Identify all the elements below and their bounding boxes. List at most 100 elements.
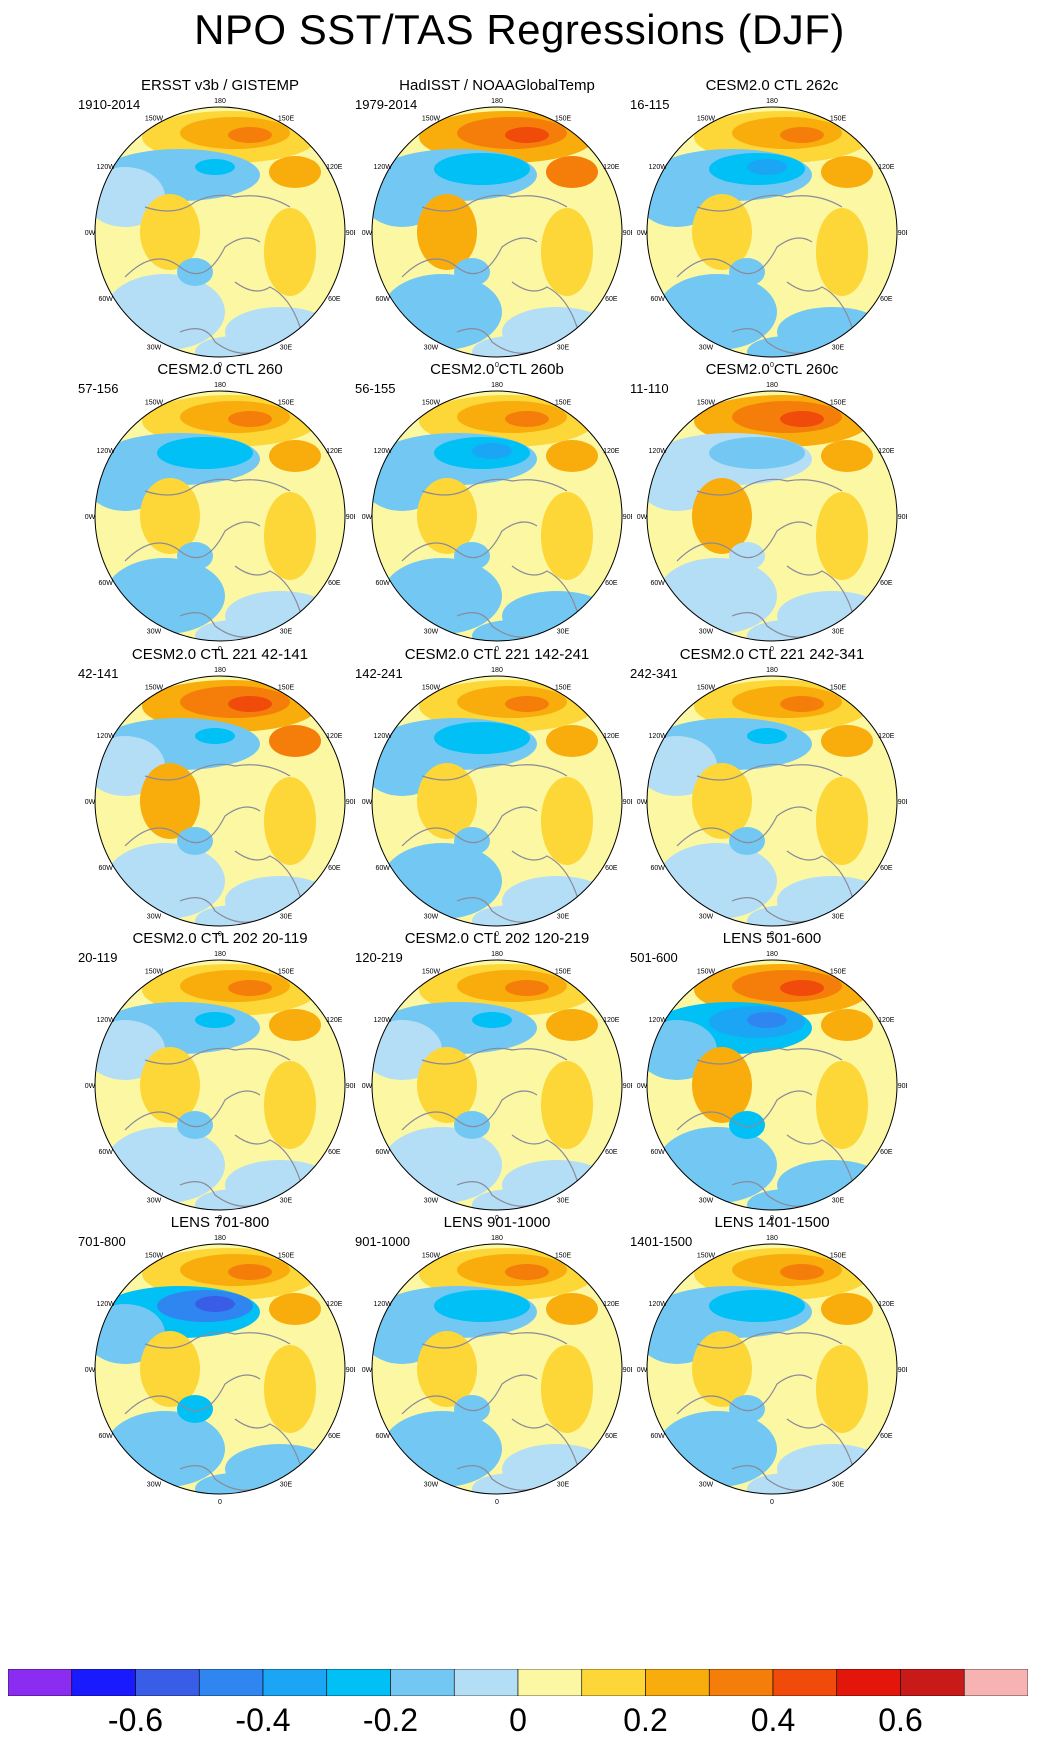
longitude-label: 60E — [605, 1433, 618, 1440]
longitude-label: 30E — [557, 1197, 570, 1204]
panel-period: 56-155 — [355, 381, 396, 396]
polar-map: 180 150E 120E 90E 60E 30E 0 30W 60W 90W 120W 150W — [362, 97, 632, 367]
colorbar-swatch — [262, 1669, 328, 1696]
longitude-label: 150E — [278, 1253, 295, 1260]
longitude-label: 60E — [605, 865, 618, 872]
panel-period: 16-115 — [630, 97, 670, 112]
coastline — [731, 1181, 808, 1207]
longitude-label: 150W — [422, 969, 441, 976]
labrador-cold — [454, 258, 490, 286]
labrador-cold — [729, 1395, 765, 1423]
longitude-label: 30W — [699, 913, 714, 920]
longitude-label: 60E — [605, 296, 618, 303]
pacific-cold-peak — [195, 443, 235, 459]
longitude-label: 150E — [830, 969, 847, 976]
pacific-cold-peak — [195, 728, 235, 744]
longitude-label: 90E — [346, 799, 355, 806]
eurasia-warm — [541, 208, 593, 296]
north-america-warm — [140, 1047, 200, 1123]
coastline — [144, 1047, 291, 1065]
atlantic-cold — [382, 1411, 502, 1487]
longitude-label: 30W — [147, 628, 162, 635]
pacific-cold-peak — [195, 1296, 235, 1312]
map-border — [371, 106, 623, 358]
panel-period: 1910-2014 — [78, 97, 141, 112]
longitude-label: 30W — [147, 344, 162, 351]
colorbar-swatch — [645, 1669, 710, 1696]
map-panel: CESM2.0 CTL 202 20-119 20-119 180 150E 120E 9… — [70, 930, 370, 1230]
longitude-label: 120E — [326, 164, 343, 171]
longitude-label: 30E — [280, 344, 293, 351]
colorbar-tick-label: -0.4 — [235, 1702, 291, 1738]
longitude-label: 90E — [898, 1083, 907, 1090]
panel-period: 1979-2014 — [355, 97, 418, 112]
siberia-warm — [269, 725, 321, 757]
coastline — [179, 612, 256, 638]
panel-title: LENS 1401-1500 — [714, 1214, 830, 1231]
longitude-label: 180 — [766, 667, 778, 674]
map-panel: CESM2.0 CTL 202 120-219 120-219 180 150E 120… — [347, 930, 647, 1230]
labrador-cold — [177, 827, 213, 855]
longitude-label: 60W — [98, 1149, 113, 1156]
colorbar-swatch — [708, 1669, 774, 1696]
atlantic-cold — [382, 274, 502, 350]
longitude-label: 0 — [218, 1215, 222, 1220]
coastline — [124, 1090, 261, 1131]
atlantic-cold — [105, 1411, 225, 1487]
map-border — [371, 959, 623, 1211]
map-border — [94, 390, 346, 642]
longitude-label: 30W — [699, 628, 714, 635]
longitude-label: 30E — [557, 628, 570, 635]
map-border — [94, 959, 346, 1211]
longitude-label: 0 — [495, 931, 499, 936]
labrador-cold — [729, 827, 765, 855]
siberia-warm — [821, 156, 873, 188]
longitude-label: 120W — [97, 1301, 116, 1308]
pacific-cold-peak — [747, 1012, 787, 1028]
longitude-label: 90E — [623, 514, 632, 521]
polar-map: 180 150E 120E 90E 60E 30E 0 30W 60W 90W 120W 150W — [85, 666, 355, 936]
longitude-label: 180 — [214, 951, 226, 958]
longitude-label: 90E — [898, 230, 907, 237]
longitude-label: 30W — [424, 1481, 439, 1488]
longitude-label: 150W — [697, 969, 716, 976]
atlantic-cold — [657, 1127, 777, 1203]
pacific-cold-peak — [472, 159, 512, 175]
longitude-label: 180 — [491, 951, 503, 958]
longitude-label: 150E — [830, 400, 847, 407]
map-border — [371, 390, 623, 642]
longitude-label: 150E — [830, 685, 847, 692]
atlantic-cold — [657, 1411, 777, 1487]
atlantic-cold — [382, 843, 502, 919]
pacific-warm-peak — [780, 1264, 824, 1280]
coastline — [731, 612, 808, 638]
longitude-label: 120W — [97, 733, 116, 740]
pacific-warm-peak — [228, 980, 272, 996]
map-panel: LENS 1401-1500 1401-1500 180 150E 120E 90E 60E… — [622, 1214, 922, 1514]
map-border — [646, 1243, 898, 1495]
longitude-label: 0 — [218, 1499, 222, 1504]
longitude-label: 150E — [555, 685, 572, 692]
panel-period: 142-241 — [355, 666, 403, 681]
siberia-warm — [821, 440, 873, 472]
map-panel: CESM2.0 CTL 260c 11-110 180 150E 120E 90E 60E 3… — [622, 361, 922, 661]
eurasia-warm — [264, 777, 316, 865]
longitude-label: 90E — [346, 1367, 355, 1374]
longitude-label: 150W — [697, 116, 716, 123]
eurasia-warm — [541, 1061, 593, 1149]
labrador-cold — [177, 542, 213, 570]
longitude-label: 150W — [422, 400, 441, 407]
longitude-label: 0 — [495, 362, 499, 367]
labrador-cold — [729, 1111, 765, 1139]
labrador-cold — [454, 827, 490, 855]
longitude-label: 120E — [878, 1301, 895, 1308]
north-america-warm — [692, 763, 752, 839]
labrador-cold — [177, 258, 213, 286]
coastline — [676, 237, 813, 278]
longitude-label: 60W — [98, 1433, 113, 1440]
coastline — [456, 897, 533, 923]
colorbar-tick-label: 0.2 — [623, 1702, 668, 1738]
longitude-label: 30E — [832, 344, 845, 351]
longitude-label: 90W — [362, 1083, 373, 1090]
eurasia-warm — [264, 1061, 316, 1149]
